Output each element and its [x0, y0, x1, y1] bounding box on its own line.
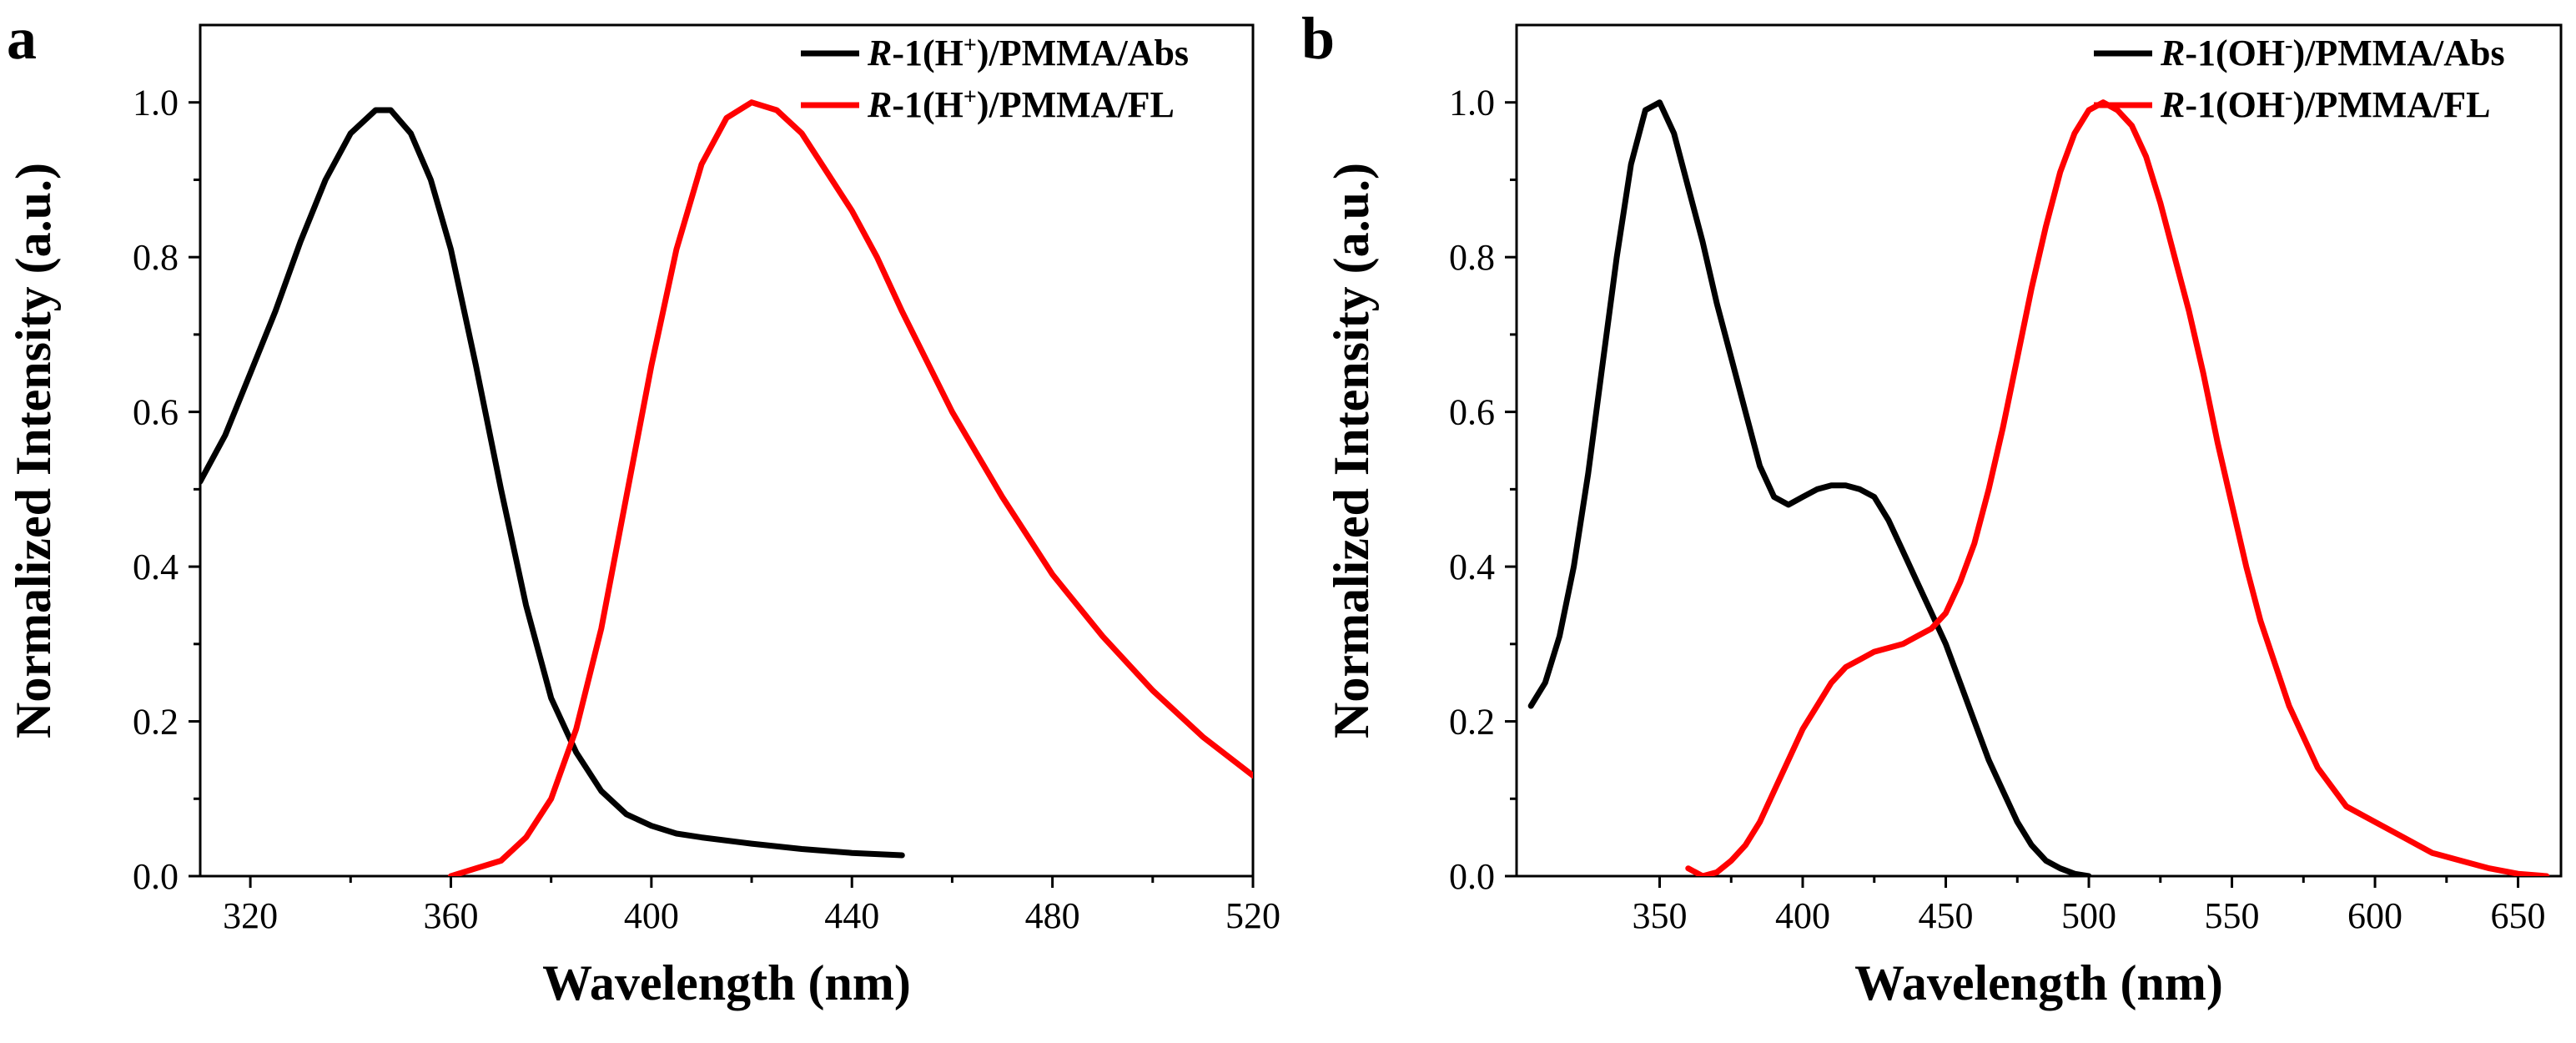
- series-line-abs: [1527, 99, 2092, 876]
- x-tick-label: 500: [2061, 895, 2116, 936]
- legend-label: R-1(OH-)/PMMA/FL: [2160, 84, 2491, 126]
- x-tick-label: 440: [824, 895, 879, 936]
- legend-label: R-1(H+)/PMMA/Abs: [867, 33, 1189, 74]
- y-axis-label: Normalized Intensity (a.u.): [1324, 163, 1379, 738]
- series-line-fl: [1685, 99, 2550, 876]
- panel-label: a: [7, 5, 37, 72]
- y-tick-label: 1.0: [1449, 83, 1495, 123]
- y-tick-label: 0.8: [1449, 237, 1495, 278]
- y-tick-label: 1.0: [133, 83, 179, 123]
- y-tick-label: 0.4: [133, 547, 179, 587]
- x-tick-label: 350: [1633, 895, 1688, 936]
- x-tick-label: 360: [423, 895, 478, 936]
- panel-b: 350 400 450 500 550 600 650 0.0 0.2 0.4 0.6 0.8 1.0 W…: [1301, 5, 2563, 1010]
- panel-a: 320 360 400 440 480 520 0.0 0.2 0.4 0.6 0.8 1.0 Wave…: [6, 5, 1280, 1010]
- y-tick-label: 0.2: [133, 702, 179, 743]
- plot-frame: [1515, 23, 2563, 878]
- x-tick-label: 400: [624, 895, 679, 936]
- y-tick-label: 0.0: [1449, 856, 1495, 897]
- series-line-abs: [200, 107, 905, 859]
- x-axis-label: Wavelength (nm): [542, 955, 911, 1010]
- x-tick-label: 520: [1225, 895, 1280, 936]
- y-tick-label: 0.4: [1449, 547, 1495, 587]
- series-line-fl: [448, 99, 1253, 876]
- legend-label: R-1(H+)/PMMA/FL: [867, 84, 1175, 126]
- x-tick-label: 550: [2205, 895, 2260, 936]
- x-tick-label: 600: [2347, 895, 2402, 936]
- y-tick-label: 0.0: [133, 856, 179, 897]
- x-tick-label: 450: [1919, 895, 1974, 936]
- panel-label: b: [1301, 5, 1335, 72]
- y-tick-label: 0.6: [1449, 392, 1495, 433]
- x-tick-label: 650: [2491, 895, 2546, 936]
- legend-label: R-1(OH-)/PMMA/Abs: [2160, 33, 2505, 74]
- x-tick-label: 400: [1775, 895, 1830, 936]
- plot-frame: [199, 23, 1255, 878]
- x-tick-label: 320: [223, 895, 278, 936]
- y-tick-label: 0.6: [133, 392, 179, 433]
- x-axis-label: Wavelength (nm): [1854, 955, 2223, 1010]
- y-tick-label: 0.2: [1449, 702, 1495, 743]
- y-axis-label: Normalized Intensity (a.u.): [6, 163, 61, 738]
- x-tick-label: 480: [1025, 895, 1080, 936]
- y-tick-label: 0.8: [133, 237, 179, 278]
